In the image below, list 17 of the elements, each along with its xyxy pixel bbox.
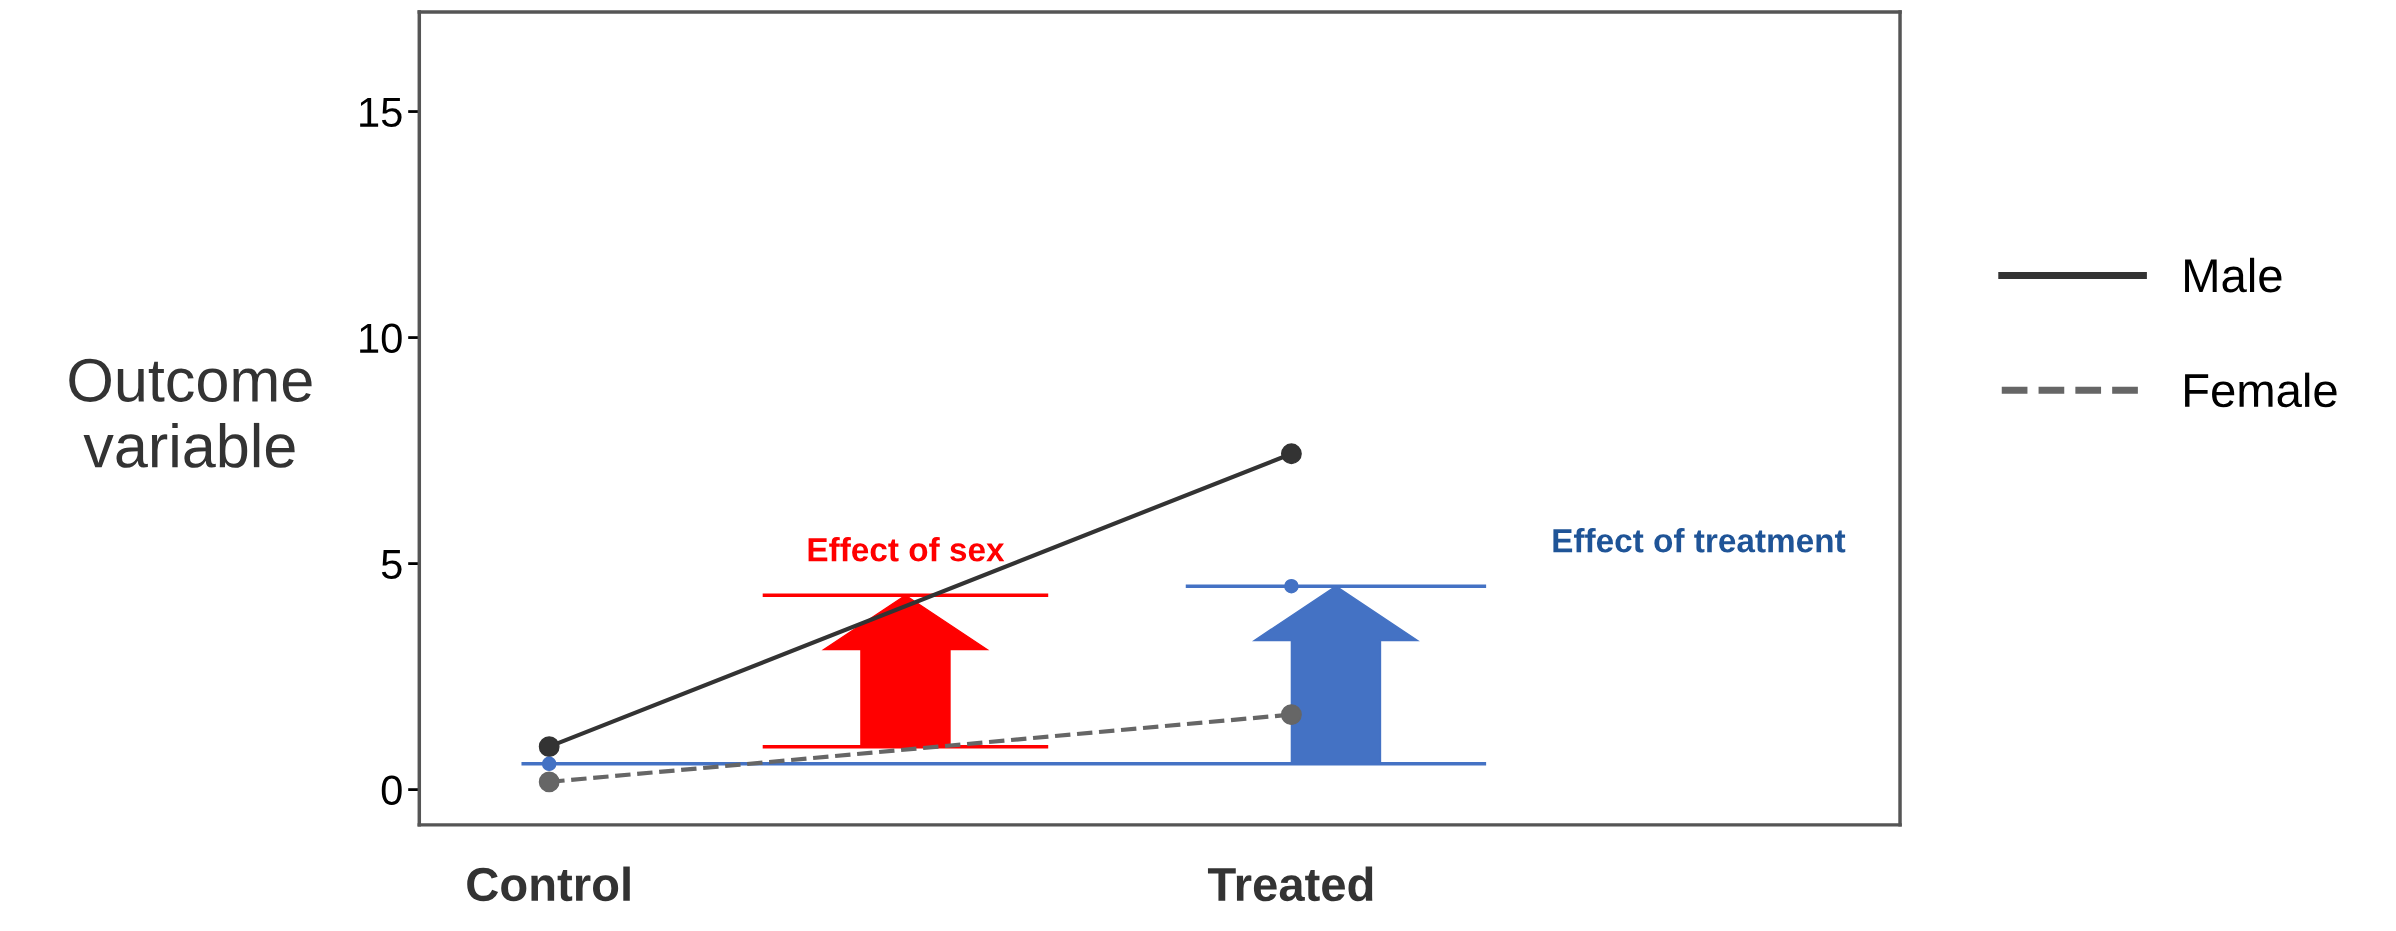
point xyxy=(538,771,560,793)
x-tick-label: Treated xyxy=(1207,866,1373,902)
y-tick-label: 15 xyxy=(360,97,402,128)
point xyxy=(1280,443,1302,465)
ref-line-label: Effect of sex xyxy=(808,537,1005,562)
legend-label: Female xyxy=(2185,372,2337,408)
point xyxy=(1280,704,1302,725)
point xyxy=(541,756,557,772)
y-axis-title: Outcome variable xyxy=(69,358,312,468)
ref-line-label: Effect of treatment xyxy=(1553,528,1846,553)
y-tick-label: 10 xyxy=(360,323,402,354)
point xyxy=(1284,578,1299,594)
x-tick-label: Control xyxy=(467,866,630,902)
y-tick-label: 5 xyxy=(381,550,402,580)
y-tick-label: 0 xyxy=(381,775,402,806)
point xyxy=(538,736,560,758)
legend-label: Male xyxy=(2185,257,2282,293)
